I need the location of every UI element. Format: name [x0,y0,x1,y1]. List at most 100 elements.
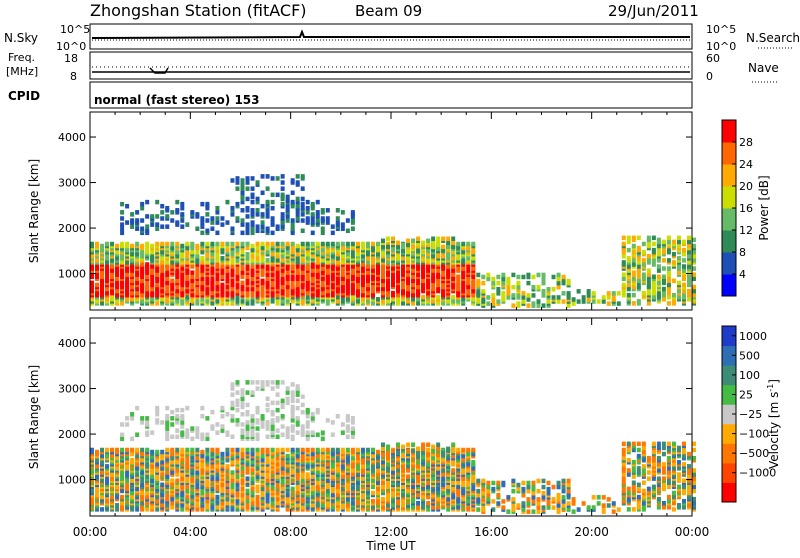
heatmap-cell [396,245,400,250]
heatmap-cell [296,212,300,217]
heatmap-cell [677,281,681,286]
heatmap-cell [622,242,626,247]
heatmap-cell [296,244,300,249]
heatmap-cell [130,478,134,483]
heatmap-cell [356,289,360,294]
heatmap-cell [276,380,280,385]
heatmap-cell [190,250,194,255]
power-ylabel: Slant Range [km] [27,159,41,263]
heatmap-cell [256,197,260,202]
heatmap-cell [436,295,440,300]
heatmap-cell [386,245,390,250]
heatmap-cell [652,236,656,241]
heatmap-cell [326,418,330,423]
heatmap-cell [266,503,270,508]
heatmap-cell [306,200,310,205]
heatmap-cell [341,226,345,231]
heatmap-cell [135,226,139,231]
heatmap-cell [301,432,305,437]
heatmap-cell [652,258,656,263]
heatmap-cell [170,501,174,506]
heatmap-cell [241,242,245,247]
heatmap-cell [160,420,164,425]
heatmap-cell [251,176,255,181]
heatmap-cell [692,272,696,277]
heatmap-cell [125,483,129,488]
heatmap-cell [205,416,209,421]
freq-frame [90,52,692,79]
heatmap-cell [441,245,445,250]
heatmap-cell [220,216,224,221]
heatmap-cell [281,212,285,217]
heatmap-cell [371,285,375,290]
heatmap-cell [205,229,209,234]
heatmap-cell [241,195,245,200]
heatmap-cell [135,242,139,247]
heatmap-cell [321,283,325,288]
heatmap-cell [501,273,505,278]
heatmap-cell [592,299,596,304]
heatmap-cell [316,200,320,205]
heatmap-cell [261,279,265,284]
heatmap-cell [401,266,405,271]
heatmap-cell [401,445,405,450]
heatmap-cell [361,262,365,267]
heatmap-cell [627,256,631,261]
heatmap-cell [326,489,330,494]
heatmap-cell [692,238,696,243]
heatmap-cell [301,424,305,429]
heatmap-cell [266,448,270,453]
heatmap-cell [205,432,209,437]
heatmap-cell [516,301,520,306]
heatmap-cell [251,414,255,419]
heatmap-cell [256,406,260,411]
heatmap-cell [241,281,245,286]
heatmap-cell [296,491,300,496]
heatmap-cell [371,485,375,490]
heatmap-cell [256,229,260,234]
freq-label-line2: [MHz] [6,65,38,78]
heatmap-cell [451,245,455,250]
heatmap-cell [526,293,530,298]
heatmap-cell [155,200,159,205]
heatmap-cell [165,406,169,411]
heatmap-cell [180,266,184,271]
heatmap-cell [627,236,631,241]
heatmap-cell [175,268,179,273]
heatmap-cell [336,414,340,419]
heatmap-cell [241,299,245,304]
heatmap-cell [220,424,224,429]
heatmap-cell [456,242,460,247]
heatmap-cell [542,303,546,308]
heatmap-cell [672,252,676,257]
heatmap-cell [110,495,114,500]
heatmap-cell [160,450,164,455]
heatmap-cell [336,448,340,453]
heatmap-cell [557,295,561,300]
heatmap-cell [145,229,149,234]
heatmap-cell [657,258,661,263]
heatmap-cell [165,414,169,419]
heatmap-cell [230,485,234,490]
heatmap-cell [672,260,676,265]
heatmap-cell [185,406,189,411]
heatmap-cell [597,299,601,304]
heatmap-cell [381,239,385,244]
heatmap-cell [366,448,370,453]
heatmap-cell [627,240,631,245]
heatmap-cell [622,283,626,288]
heatmap-cell [451,236,455,241]
heatmap-cell [271,497,275,502]
heatmap-cell [572,297,576,302]
heatmap-cell [506,277,510,282]
heatmap-cell [271,220,275,225]
heatmap-cell [266,266,270,271]
heatmap-cell [235,186,239,191]
heatmap-cell [276,428,280,433]
heatmap-cell [246,231,250,236]
heatmap-cell [371,242,375,247]
heatmap-cell [175,289,179,294]
heatmap-cell [185,250,189,255]
heatmap-cell [291,274,295,279]
heatmap-cell [190,437,194,442]
